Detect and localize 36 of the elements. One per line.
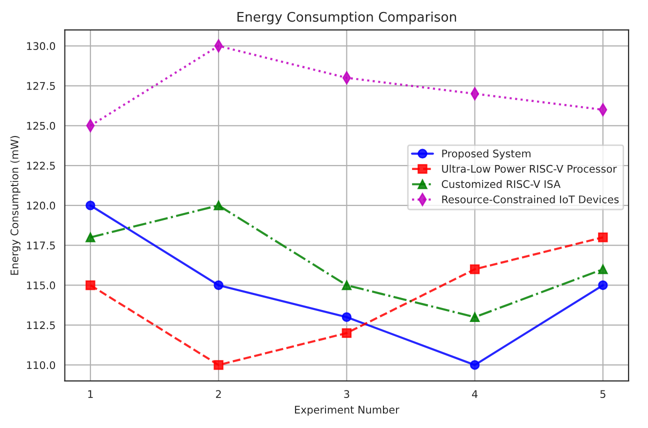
point	[214, 200, 224, 210]
legend-label: Resource-Constrained IoT Devices	[442, 195, 619, 204]
y-axis-title: Energy Consumption (mW)	[10, 136, 20, 275]
y-tick-label: 112.5	[27, 321, 55, 330]
legend-label: Proposed System	[442, 149, 530, 160]
legend-label: Customized RISC-V ISA	[442, 180, 561, 188]
x-axis-title: Experiment Number	[295, 406, 400, 416]
y-tick-label: 125.0	[27, 122, 56, 130]
point	[86, 280, 96, 290]
point	[342, 312, 352, 322]
point	[470, 360, 480, 370]
chart-title: Energy Consumption Comparison	[237, 12, 456, 24]
point	[598, 264, 608, 274]
point	[470, 312, 480, 322]
y-tick-label: 127.5	[27, 82, 55, 90]
y-tick-label: 120.0	[27, 202, 56, 210]
point	[470, 264, 480, 274]
x-tick-label: 2	[216, 390, 221, 398]
point	[214, 280, 224, 290]
x-tick-label: 5	[600, 390, 606, 398]
legend-label: Ultra-Low Power RISC-V Processor	[442, 164, 617, 173]
y-tick-label: 122.5	[27, 162, 55, 170]
point	[86, 232, 96, 242]
point	[598, 232, 608, 242]
point	[214, 360, 224, 370]
x-tick-label: 1	[88, 390, 93, 398]
point	[342, 328, 352, 338]
y-tick-label: 115.0	[27, 281, 56, 290]
point	[86, 200, 96, 210]
point	[342, 280, 352, 290]
y-tick-label: 117.5	[27, 242, 55, 250]
y-tick-label: 110.0	[27, 361, 56, 370]
x-tick-label: 3	[344, 390, 350, 398]
point	[598, 280, 608, 290]
y-tick-label: 130.0	[27, 42, 56, 50]
x-tick-label: 4	[472, 390, 478, 398]
